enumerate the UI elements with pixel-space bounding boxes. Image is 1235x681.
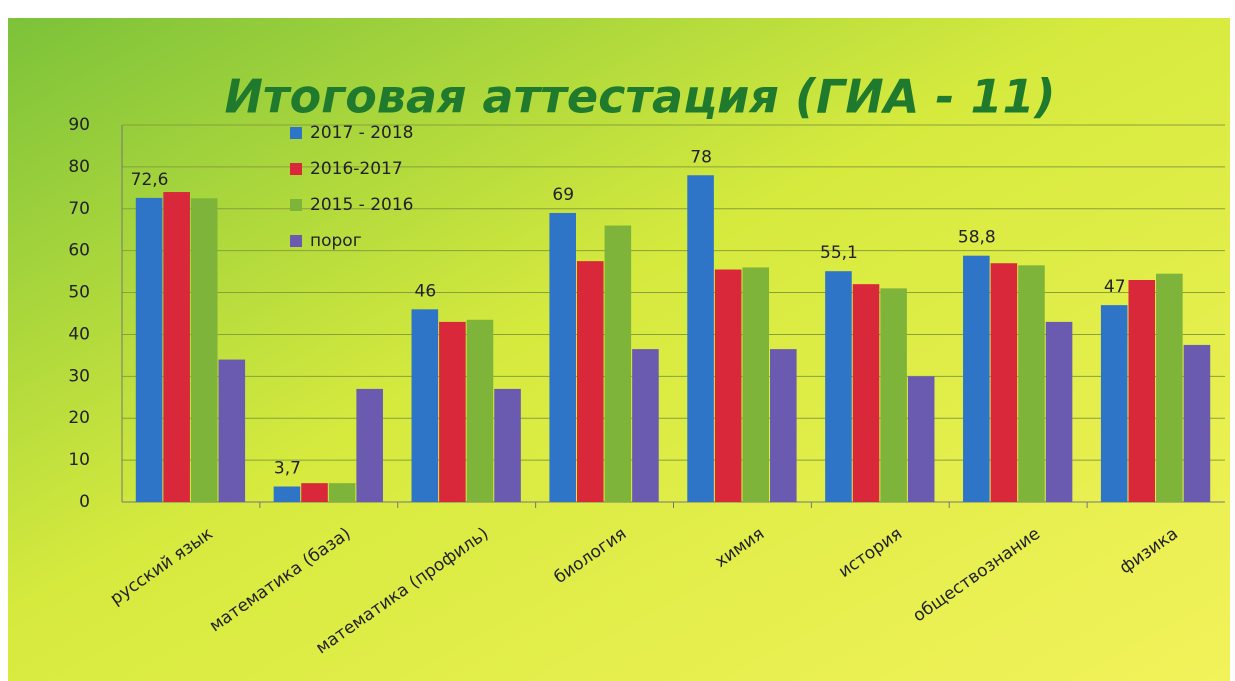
- bar: [991, 263, 1018, 502]
- chart: Итоговая аттестация (ГИА - 11) 0 10 20 30 40…: [0, 0, 1235, 681]
- bar: [577, 261, 604, 502]
- legend-label: 2015 - 2016: [310, 195, 413, 215]
- bar: [356, 389, 383, 502]
- bar: [467, 320, 494, 502]
- value-label: 78: [690, 147, 712, 167]
- bar: [274, 487, 301, 502]
- legend-swatch: [290, 235, 302, 247]
- bar: [632, 349, 659, 502]
- y-tick-label: 40: [68, 324, 90, 344]
- bar: [715, 270, 742, 502]
- legend-label: 2017 - 2018: [310, 123, 413, 143]
- y-tick-label: 60: [68, 241, 90, 261]
- bar: [1156, 274, 1183, 502]
- bar: [770, 349, 797, 502]
- bar: [687, 175, 714, 502]
- chart-title: Итоговая аттестация (ГИА - 11): [224, 70, 1055, 124]
- page: Итоговая аттестация (ГИА - 11) 0 10 20 30 40…: [0, 0, 1235, 681]
- bar: [494, 389, 521, 502]
- value-label: 72,6: [131, 170, 169, 190]
- legend-label: 2016-2017: [310, 159, 403, 179]
- bar: [163, 192, 190, 502]
- y-tick-label: 0: [79, 492, 90, 512]
- y-tick-label: 80: [68, 157, 90, 177]
- bar: [825, 271, 852, 502]
- legend-swatch: [290, 163, 302, 175]
- bar: [605, 226, 632, 502]
- value-label: 69: [552, 185, 574, 205]
- bar: [329, 483, 356, 502]
- bar: [1101, 305, 1128, 502]
- bar: [963, 256, 990, 502]
- value-label: 46: [415, 281, 437, 301]
- y-tick-label: 70: [68, 199, 90, 219]
- y-tick-label: 20: [68, 408, 90, 428]
- bar: [742, 267, 769, 502]
- bar: [219, 360, 246, 502]
- bar: [439, 322, 466, 502]
- bar: [1128, 280, 1155, 502]
- value-label: 47: [1104, 277, 1126, 297]
- legend-swatch: [290, 127, 302, 139]
- bar: [853, 284, 880, 502]
- legend-swatch: [290, 199, 302, 211]
- value-label: 3,7: [274, 459, 301, 479]
- bar: [191, 198, 218, 502]
- bar: [880, 288, 907, 502]
- bar: [136, 198, 163, 502]
- bar: [1046, 322, 1073, 502]
- bar: [1184, 345, 1211, 502]
- y-tick-label: 10: [68, 450, 90, 470]
- value-label: 58,8: [958, 228, 996, 248]
- value-label: 55,1: [820, 243, 858, 263]
- bar: [412, 309, 439, 502]
- y-tick-label: 90: [68, 115, 90, 135]
- bar: [549, 213, 576, 502]
- legend-label: порог: [310, 231, 362, 251]
- bar: [301, 483, 328, 502]
- y-tick-label: 30: [68, 366, 90, 386]
- bar: [908, 376, 935, 502]
- y-tick-label: 50: [68, 283, 90, 303]
- bar: [1018, 265, 1045, 502]
